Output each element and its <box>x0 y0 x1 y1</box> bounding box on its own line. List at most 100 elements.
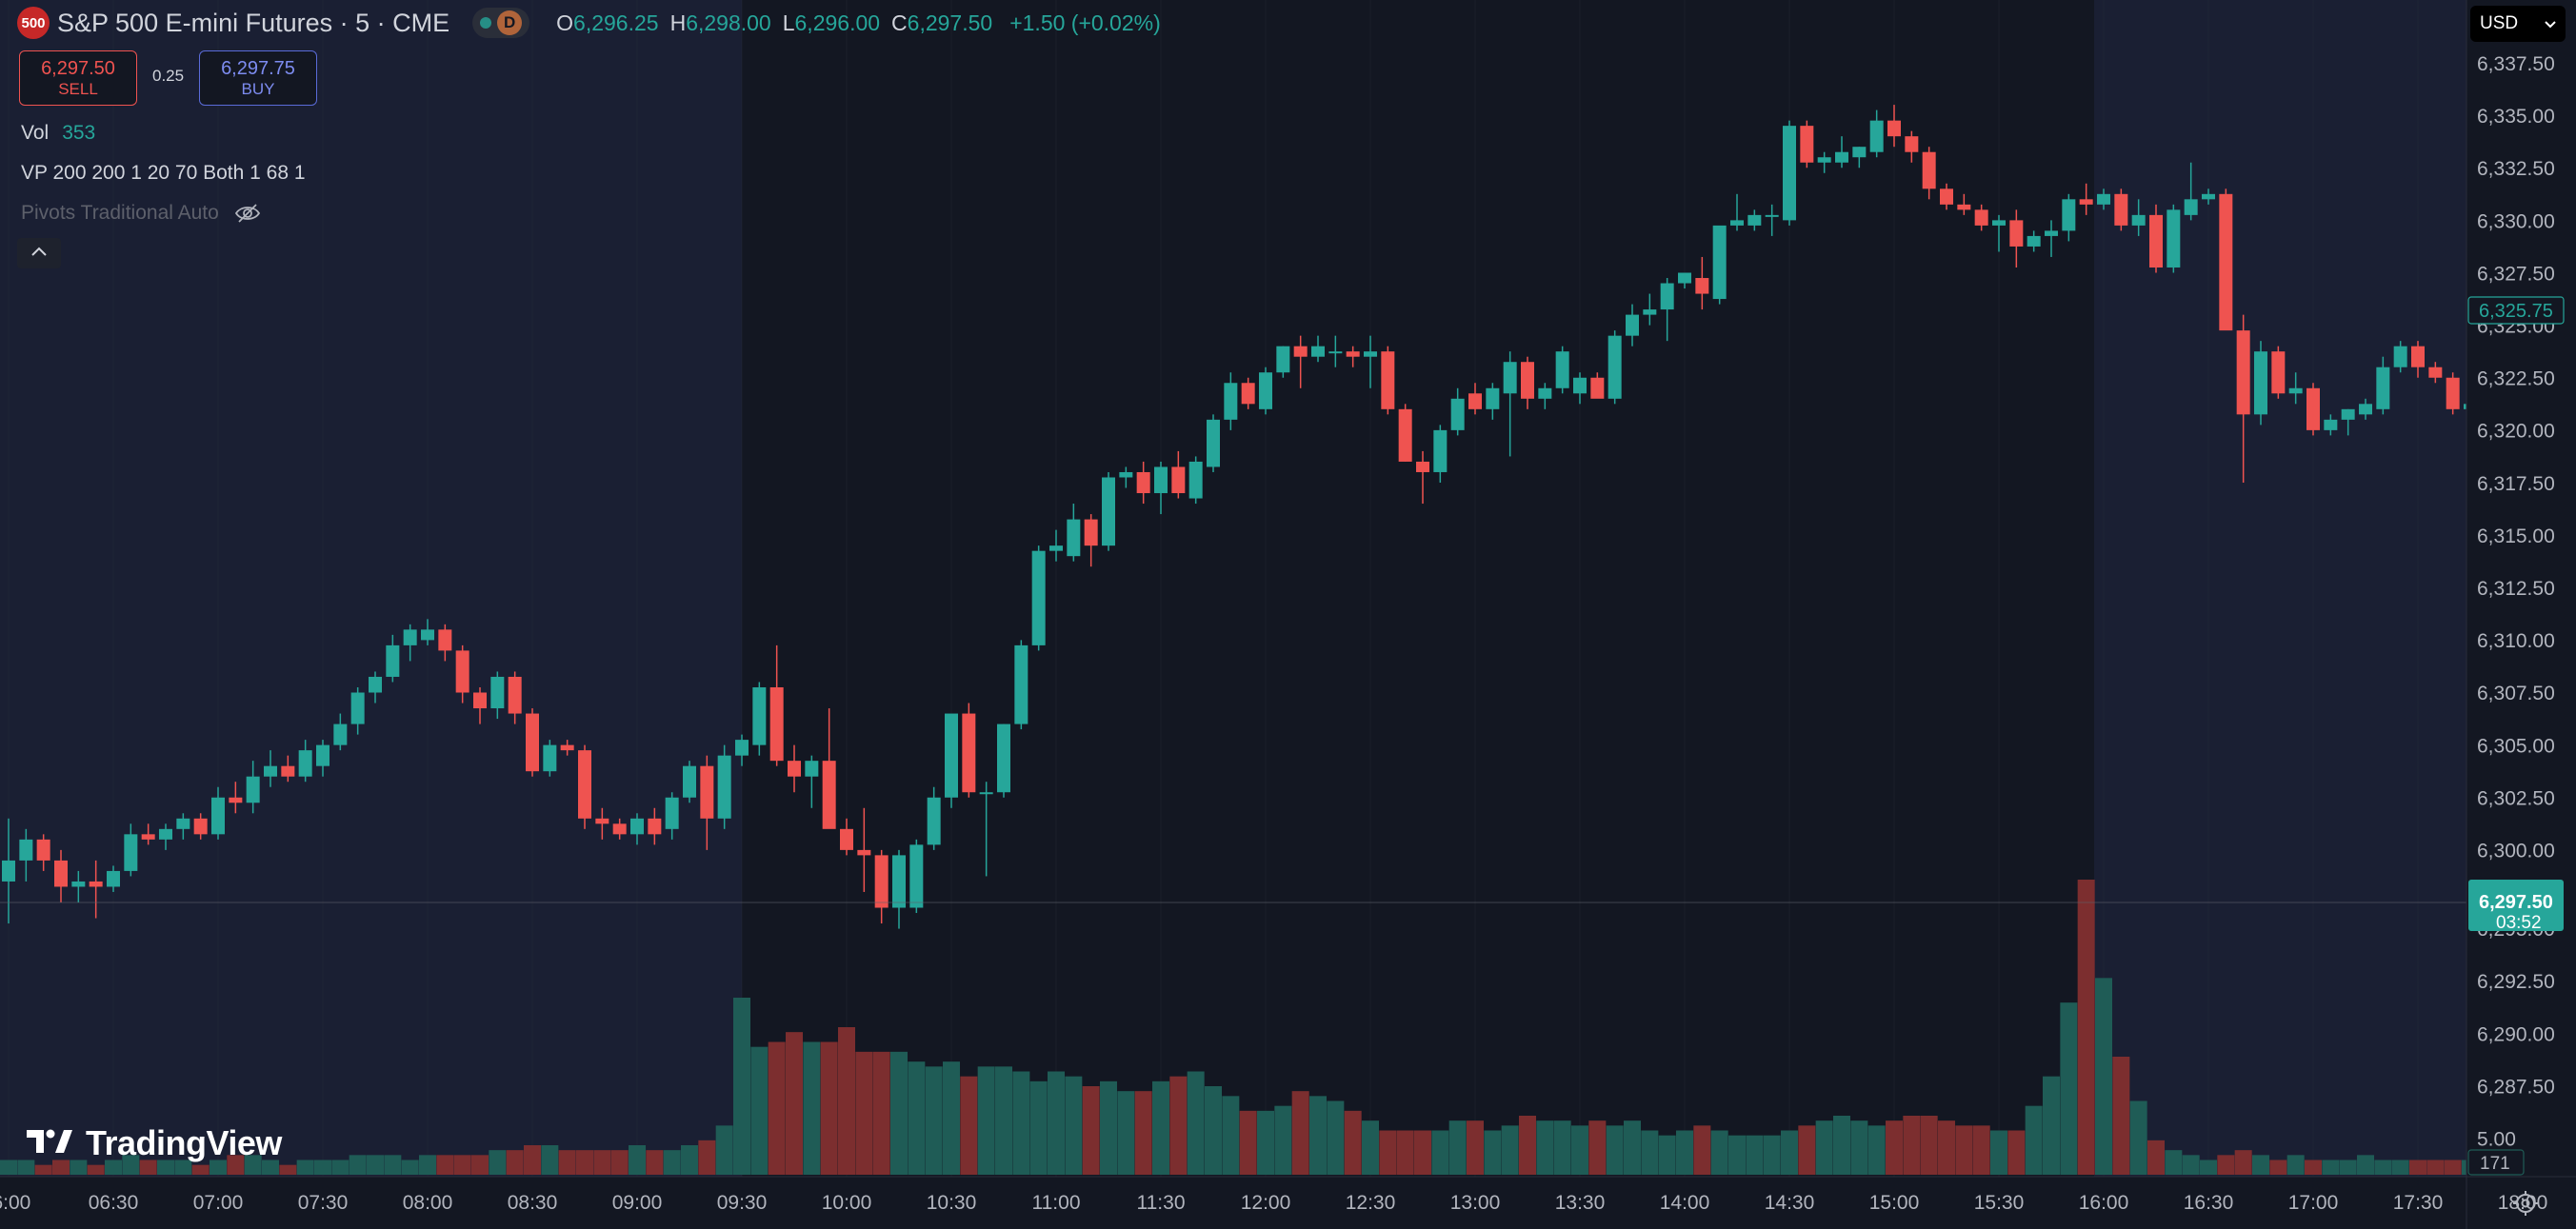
candle <box>438 624 452 662</box>
volume-bar <box>2217 1155 2235 1175</box>
candle-body <box>211 797 225 835</box>
candle <box>1852 147 1867 168</box>
candle-body <box>1730 220 1744 226</box>
volume-bar <box>2322 1160 2340 1175</box>
buy-button[interactable]: 6,297.75 BUY <box>199 50 317 106</box>
candle <box>927 786 941 850</box>
time-tick-label: 14:00 <box>1660 1192 1710 1214</box>
candle <box>1800 120 1814 168</box>
time-tick-label: :6:00 <box>0 1192 30 1214</box>
candle-body <box>1276 346 1290 373</box>
candle <box>386 634 400 683</box>
candle <box>1887 105 1901 148</box>
candle-body <box>630 818 644 835</box>
candle-body <box>71 881 86 887</box>
candle-body <box>2428 367 2443 378</box>
volume-bar <box>2391 1160 2409 1175</box>
volume-bar <box>1815 1120 1833 1175</box>
volume-indicator-legend[interactable]: Vol 353 <box>21 122 95 145</box>
volume-bar <box>1658 1135 1676 1175</box>
candle <box>1328 335 1343 367</box>
pivots-legend[interactable]: Pivots Traditional Auto <box>21 202 261 225</box>
candle <box>1957 193 1971 215</box>
collapse-legend-button[interactable] <box>17 238 61 268</box>
candle <box>2428 362 2443 384</box>
currency-select[interactable]: USD <box>2470 6 2566 42</box>
gear-icon <box>2510 1191 2541 1222</box>
currency-value: USD <box>2480 13 2519 33</box>
time-tick-label: 11:00 <box>1032 1192 1081 1214</box>
candle <box>1608 330 1622 405</box>
volume-marker-label: 171 <box>2480 1154 2510 1174</box>
candle <box>2097 188 2110 210</box>
candle <box>979 782 993 877</box>
candle <box>19 828 33 882</box>
candle-body <box>1800 126 1814 163</box>
candle-body <box>1957 204 1971 210</box>
volume-bar <box>1239 1110 1257 1175</box>
candle-body <box>1869 120 1884 152</box>
candle <box>1381 346 1395 415</box>
chevron-down-icon <box>2545 13 2556 34</box>
candle-body <box>700 765 714 819</box>
time-tick-label: 13:30 <box>1555 1192 1606 1214</box>
candle <box>1224 372 1238 430</box>
candle <box>1626 304 1639 347</box>
price-tick-label: 6,330.00 <box>2477 210 2555 232</box>
volume-bar <box>1553 1120 1571 1175</box>
volume-bar <box>1746 1135 1764 1175</box>
volume-bar <box>1571 1125 1588 1175</box>
market-status[interactable]: D <box>472 8 530 38</box>
candle-body <box>2079 199 2093 205</box>
candle <box>1364 335 1377 388</box>
symbol-title[interactable]: S&P 500 E-mini Futures · 5 · CME <box>57 8 450 37</box>
volume-bar <box>471 1155 489 1175</box>
volume-bar <box>1693 1125 1711 1175</box>
candle <box>229 782 243 814</box>
candle <box>1573 372 1587 405</box>
volume-bar <box>1606 1125 1624 1175</box>
price-marker-box <box>2467 296 2565 325</box>
time-tick-label: 17:30 <box>2393 1192 2444 1214</box>
candle <box>2184 162 2198 221</box>
candle <box>193 813 208 840</box>
candle-body <box>1765 214 1779 217</box>
open-value: 6,296.25 <box>573 10 659 35</box>
candle-body <box>2149 214 2163 268</box>
time-axis-background <box>0 1177 2576 1229</box>
candle-body <box>1503 362 1517 394</box>
candle <box>2306 383 2320 436</box>
volume-bar <box>1484 1130 1502 1175</box>
volume-bar <box>1152 1080 1169 1175</box>
symbol-logo[interactable]: 500 <box>17 7 50 39</box>
candle-body <box>1014 644 1028 724</box>
volume-bar <box>2007 1130 2026 1175</box>
candle <box>2027 230 2041 252</box>
volume-profile-legend[interactable]: VP 200 200 1 20 70 Both 1 68 1 <box>21 162 306 184</box>
candle <box>1555 346 1569 394</box>
volume-bar <box>1327 1100 1345 1175</box>
volume-bar <box>1710 1130 1728 1175</box>
volume-bar <box>1728 1135 1746 1175</box>
candle-body <box>1067 519 1081 557</box>
volume-bar <box>2077 880 2095 1175</box>
chart-settings-button[interactable] <box>2510 1188 2541 1219</box>
candle <box>752 682 767 756</box>
volume-bar <box>105 1160 122 1175</box>
volume-bar <box>2129 1100 2147 1175</box>
volume-bar <box>1519 1116 1536 1175</box>
volume-bar <box>855 1051 873 1175</box>
volume-bar <box>1972 1125 1990 1175</box>
volume-bar <box>2444 1160 2462 1175</box>
candle-body <box>822 761 836 829</box>
candlesticks <box>2 105 2576 929</box>
candle-body <box>455 650 469 693</box>
sell-button[interactable]: 6,297.50 SELL <box>19 50 137 106</box>
candle <box>350 686 365 735</box>
eye-off-icon[interactable] <box>234 203 261 224</box>
volume-bar <box>1012 1071 1030 1175</box>
volume-bar <box>1134 1091 1152 1175</box>
candle <box>2045 220 2058 257</box>
